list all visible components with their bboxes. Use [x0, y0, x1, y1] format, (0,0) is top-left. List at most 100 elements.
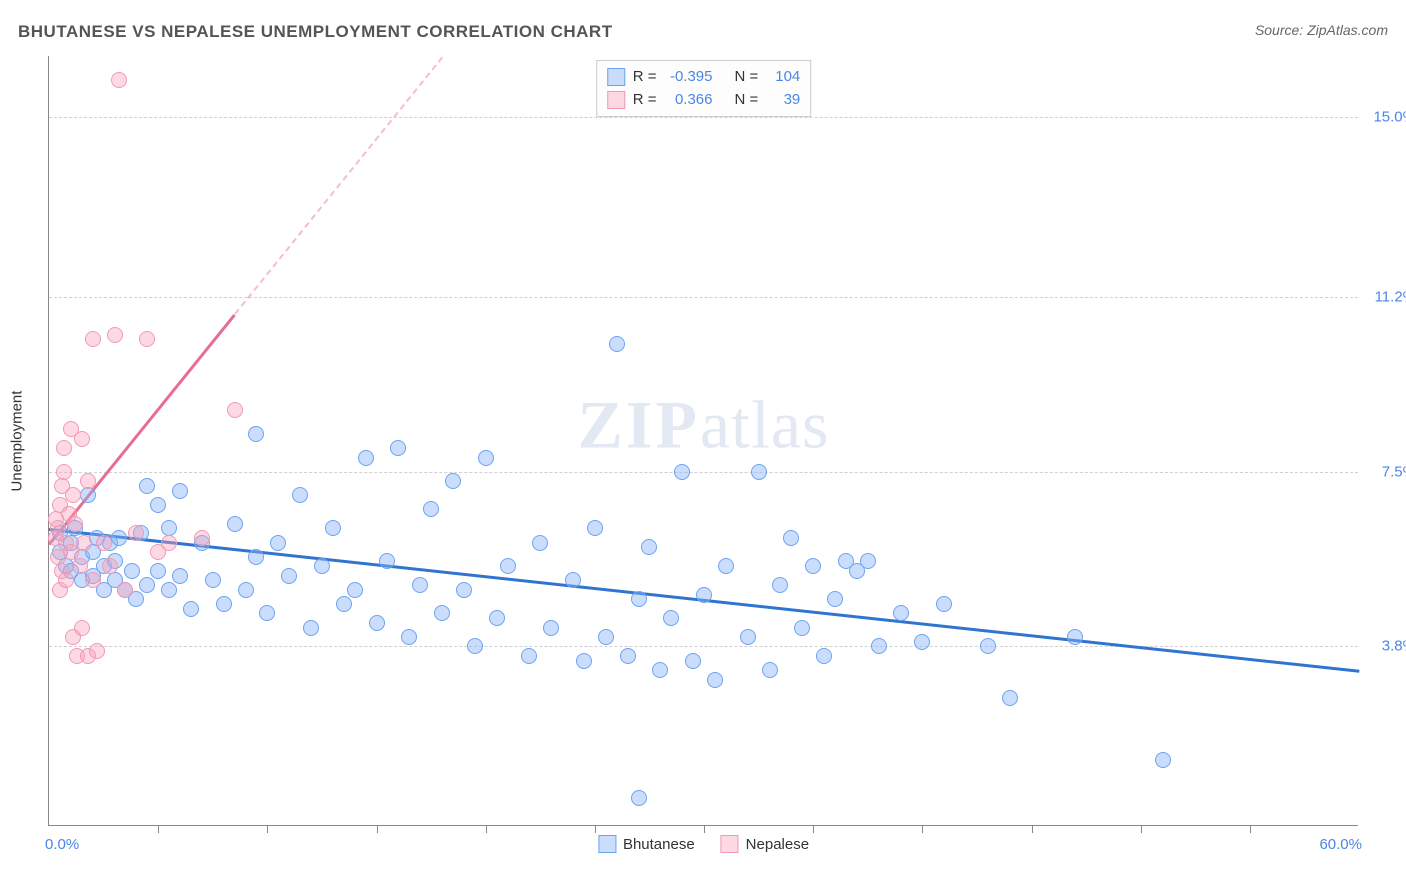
grid-line	[49, 117, 1358, 118]
data-point	[67, 516, 83, 532]
data-point	[80, 487, 96, 503]
y-tick-label: 3.8%	[1366, 638, 1406, 655]
data-point	[521, 648, 537, 664]
data-point	[72, 558, 88, 574]
data-point	[161, 582, 177, 598]
data-point	[58, 572, 74, 588]
data-point	[248, 426, 264, 442]
data-point	[762, 662, 778, 678]
data-point	[369, 615, 385, 631]
x-tick	[486, 825, 487, 833]
data-point	[816, 648, 832, 664]
data-point	[631, 591, 647, 607]
data-point	[227, 402, 243, 418]
x-tick	[158, 825, 159, 833]
data-point	[620, 648, 636, 664]
grid-line	[49, 646, 1358, 647]
data-point	[1002, 690, 1018, 706]
data-point	[139, 577, 155, 593]
stats-swatch-1	[607, 91, 625, 109]
data-point	[532, 535, 548, 551]
x-tick	[1141, 825, 1142, 833]
data-point	[914, 634, 930, 650]
plot-area: ZIPatlas Unemployment 3.8%7.5%11.2%15.0%…	[48, 56, 1358, 826]
data-point	[751, 464, 767, 480]
stats-n-label-1: N =	[735, 89, 759, 112]
data-point	[609, 336, 625, 352]
data-point	[772, 577, 788, 593]
x-tick	[595, 825, 596, 833]
x-tick	[1032, 825, 1033, 833]
legend-swatch-1	[721, 835, 739, 853]
stats-row-0: R = -0.395 N = 104	[607, 66, 801, 89]
data-point	[707, 672, 723, 688]
data-point	[172, 483, 188, 499]
data-point	[652, 662, 668, 678]
data-point	[183, 601, 199, 617]
data-point	[194, 530, 210, 546]
y-axis-title: Unemployment	[9, 390, 26, 491]
data-point	[543, 620, 559, 636]
data-point	[303, 620, 319, 636]
data-point	[565, 572, 581, 588]
data-point	[259, 605, 275, 621]
data-point	[358, 450, 374, 466]
stats-r-label-1: R =	[633, 89, 657, 112]
stats-r-label-0: R =	[633, 66, 657, 89]
data-point	[500, 558, 516, 574]
data-point	[314, 558, 330, 574]
trend-line	[234, 56, 443, 314]
data-point	[89, 643, 105, 659]
data-point	[860, 553, 876, 569]
data-point	[1155, 752, 1171, 768]
data-point	[740, 629, 756, 645]
data-point	[794, 620, 810, 636]
data-point	[150, 563, 166, 579]
data-point	[467, 638, 483, 654]
watermark-zip: ZIP	[578, 387, 700, 463]
data-point	[434, 605, 450, 621]
data-point	[936, 596, 952, 612]
legend-label-1: Nepalese	[746, 836, 809, 853]
stats-box: R = -0.395 N = 104 R = 0.366 N = 39	[596, 60, 812, 117]
data-point	[685, 653, 701, 669]
data-point	[139, 331, 155, 347]
x-tick	[267, 825, 268, 833]
data-point	[102, 558, 118, 574]
data-point	[270, 535, 286, 551]
stats-r-value-0: -0.395	[665, 66, 713, 89]
chart-title: BHUTANESE VS NEPALESE UNEMPLOYMENT CORRE…	[18, 22, 613, 42]
data-point	[783, 530, 799, 546]
legend-item-0: Bhutanese	[598, 835, 695, 853]
y-tick-label: 15.0%	[1366, 109, 1406, 126]
data-point	[85, 572, 101, 588]
stats-swatch-0	[607, 68, 625, 86]
legend-label-0: Bhutanese	[623, 836, 695, 853]
data-point	[893, 605, 909, 621]
source-attribution: Source: ZipAtlas.com	[1255, 22, 1388, 38]
stats-r-value-1: 0.366	[665, 89, 713, 112]
data-point	[1067, 629, 1083, 645]
data-point	[128, 525, 144, 541]
data-point	[117, 582, 133, 598]
data-point	[74, 620, 90, 636]
data-point	[65, 487, 81, 503]
data-point	[292, 487, 308, 503]
watermark: ZIPatlas	[578, 386, 830, 465]
data-point	[325, 520, 341, 536]
data-point	[423, 501, 439, 517]
data-point	[172, 568, 188, 584]
data-point	[696, 587, 712, 603]
data-point	[111, 72, 127, 88]
data-point	[76, 535, 92, 551]
data-point	[161, 535, 177, 551]
data-point	[576, 653, 592, 669]
data-point	[347, 582, 363, 598]
x-tick	[377, 825, 378, 833]
data-point	[631, 790, 647, 806]
data-point	[980, 638, 996, 654]
data-point	[871, 638, 887, 654]
data-point	[674, 464, 690, 480]
y-tick-label: 7.5%	[1366, 463, 1406, 480]
data-point	[139, 478, 155, 494]
